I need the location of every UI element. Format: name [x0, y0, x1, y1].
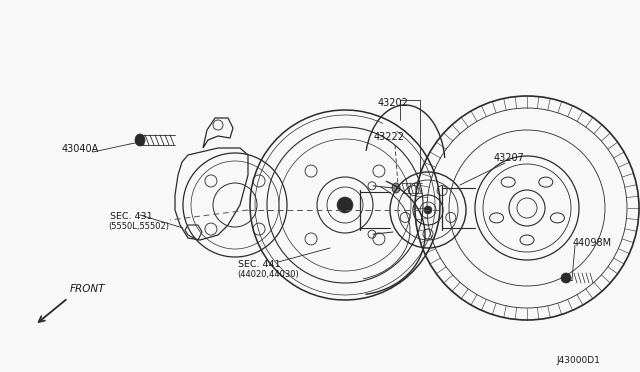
Ellipse shape [392, 183, 400, 193]
Text: (44020,44030): (44020,44030) [237, 270, 299, 279]
Circle shape [337, 197, 353, 213]
Text: SEC. 441: SEC. 441 [238, 260, 280, 269]
Text: SEC. 431: SEC. 431 [110, 212, 152, 221]
Text: J43000D1: J43000D1 [556, 356, 600, 365]
Text: 43207: 43207 [494, 153, 525, 163]
Ellipse shape [135, 134, 145, 146]
Text: 44098M: 44098M [573, 238, 612, 248]
Text: FRONT: FRONT [70, 284, 106, 294]
Circle shape [561, 273, 571, 283]
Circle shape [424, 206, 432, 214]
Text: (5550L,55502): (5550L,55502) [108, 222, 169, 231]
Text: 43202: 43202 [378, 98, 409, 108]
Text: 43040A: 43040A [62, 144, 99, 154]
Text: 43222: 43222 [374, 132, 405, 142]
